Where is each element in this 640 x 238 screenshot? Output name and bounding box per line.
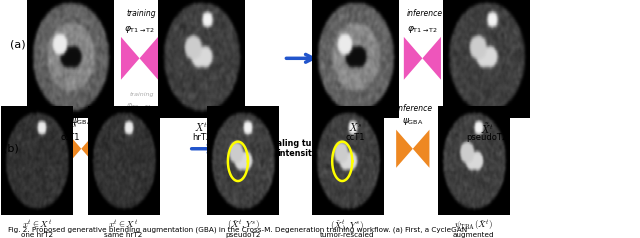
Polygon shape [65, 130, 81, 168]
Polygon shape [140, 37, 158, 80]
Polygon shape [121, 37, 140, 80]
Text: $(\tilde{X}^t, Y^s)$: $(\tilde{X}^t, Y^s)$ [227, 219, 260, 233]
Text: ccT1: ccT1 [61, 133, 80, 142]
Polygon shape [396, 130, 413, 168]
Text: $X^t$: $X^t$ [195, 121, 209, 134]
Text: augmented
pseudoT2: augmented pseudoT2 [452, 232, 495, 238]
Text: training: training [127, 9, 156, 18]
Text: Scaling tumor
intensity: Scaling tumor intensity [266, 139, 329, 159]
Text: $(\tilde{X}^t_{\lambda}, Y^s)$: $(\tilde{X}^t_{\lambda}, Y^s)$ [330, 219, 365, 234]
Text: $x^t \in X^t$: $x^t \in X^t$ [22, 219, 52, 231]
Text: $X^s$: $X^s$ [63, 121, 78, 133]
Text: $\psi_{\mathrm{TBA}}(\tilde{X}^t)$: $\psi_{\mathrm{TBA}}(\tilde{X}^t)$ [454, 219, 493, 233]
Text: pseudoT2: pseudoT2 [466, 133, 507, 142]
Text: $X^s$: $X^s$ [348, 121, 363, 133]
Text: hrT2: hrT2 [192, 133, 211, 142]
Text: one hrT2: one hrT2 [21, 232, 53, 238]
Polygon shape [422, 37, 441, 80]
Text: $x^t \in X^t$: $x^t \in X^t$ [108, 219, 139, 231]
Text: $\varphi_{\mathrm{T2}\to\mathrm{T1}}$: $\varphi_{\mathrm{T2}\to\mathrm{T1}}$ [126, 101, 153, 112]
Text: (b): (b) [3, 144, 19, 154]
Text: inference: inference [397, 104, 433, 113]
Text: pseudoT2
with label: pseudoT2 with label [225, 232, 261, 238]
Text: $\varphi_{\mathrm{T1}\to\mathrm{T2}}$: $\varphi_{\mathrm{T1}\to\mathrm{T2}}$ [124, 24, 155, 35]
Text: same hrT2: same hrT2 [104, 232, 143, 238]
Polygon shape [404, 37, 422, 80]
Text: $\psi_{\mathrm{GBA}}$: $\psi_{\mathrm{GBA}}$ [70, 116, 92, 127]
Polygon shape [81, 130, 98, 168]
Text: ccT1: ccT1 [346, 133, 365, 142]
Text: $\tilde{X}^t$: $\tilde{X}^t$ [479, 121, 493, 136]
Text: inference: inference [406, 9, 442, 18]
Text: training: training [129, 92, 154, 97]
Text: (a): (a) [10, 39, 26, 49]
Polygon shape [413, 130, 429, 168]
Text: Fig. 2. Proposed generative blending augmentation (GBA) in the Cross-M. Degenera: Fig. 2. Proposed generative blending aug… [8, 226, 467, 233]
Text: training: training [68, 104, 98, 113]
Text: tumor-rescaled
pseudoT2 with label: tumor-rescaled pseudoT2 with label [311, 232, 384, 238]
Text: $\varphi_{\mathrm{T1}\to\mathrm{T2}}$: $\varphi_{\mathrm{T1}\to\mathrm{T2}}$ [407, 24, 438, 35]
Text: $\psi_{\mathrm{GBA}}$: $\psi_{\mathrm{GBA}}$ [402, 116, 424, 127]
